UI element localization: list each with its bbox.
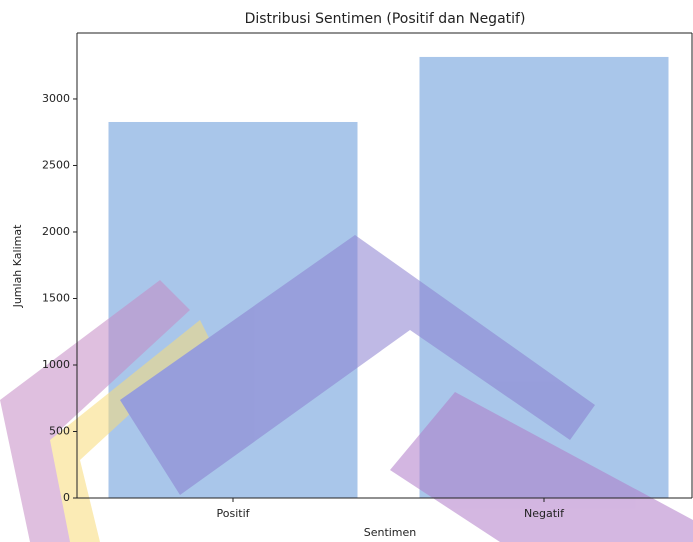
y-tick-label: 500 [49, 424, 70, 437]
y-tick-label: 2000 [42, 225, 70, 238]
y-tick-label: 2500 [42, 158, 70, 171]
watermark [0, 235, 693, 542]
y-tick-label: 1000 [42, 358, 70, 371]
y-tick-label: 3000 [42, 92, 70, 105]
y-tick-label: 0 [63, 491, 70, 504]
x-tick-label: Negatif [524, 507, 565, 520]
x-tick-label: Positif [217, 507, 251, 520]
y-axis-label: Jumlah Kalimat [11, 224, 24, 309]
chart-title: Distribusi Sentimen (Positif dan Negatif… [245, 11, 526, 27]
x-axis-label: Sentimen [364, 526, 417, 539]
y-tick-label: 1500 [42, 291, 70, 304]
